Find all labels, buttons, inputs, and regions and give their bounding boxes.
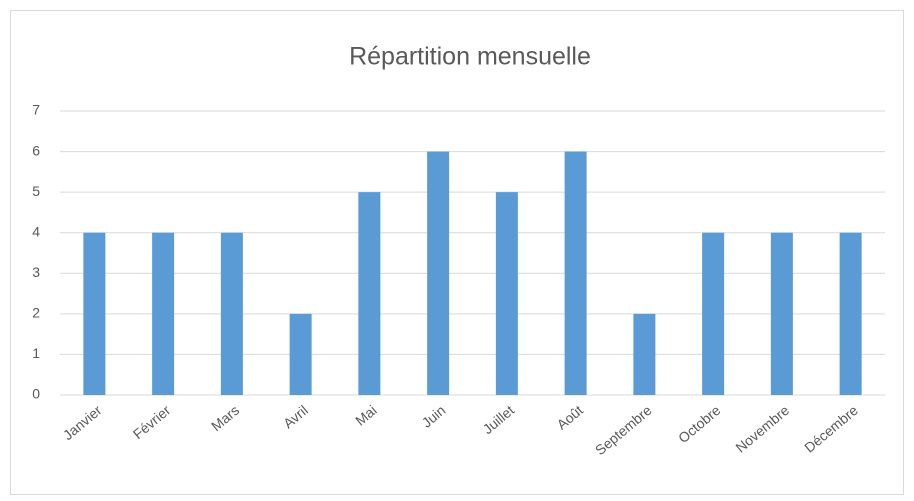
y-tick-label: 5 [32, 183, 40, 199]
bar [495, 192, 518, 395]
chart-title: Répartition mensuelle [349, 43, 591, 71]
bar [702, 232, 725, 395]
bar [358, 192, 381, 395]
y-tick-label: 0 [32, 386, 40, 402]
bar [83, 232, 106, 395]
bar [564, 151, 587, 395]
y-tick-label: 7 [32, 102, 40, 118]
y-tick-label: 4 [32, 223, 40, 239]
bar [220, 232, 243, 395]
bar [839, 232, 862, 395]
y-tick-label: 2 [32, 305, 40, 321]
y-tick-label: 1 [32, 345, 40, 361]
y-tick-label: 3 [32, 264, 40, 280]
bar [152, 232, 175, 395]
bar [770, 232, 793, 395]
bar [289, 313, 312, 395]
bar [633, 313, 656, 395]
bar [427, 151, 450, 395]
y-tick-label: 6 [32, 142, 40, 158]
